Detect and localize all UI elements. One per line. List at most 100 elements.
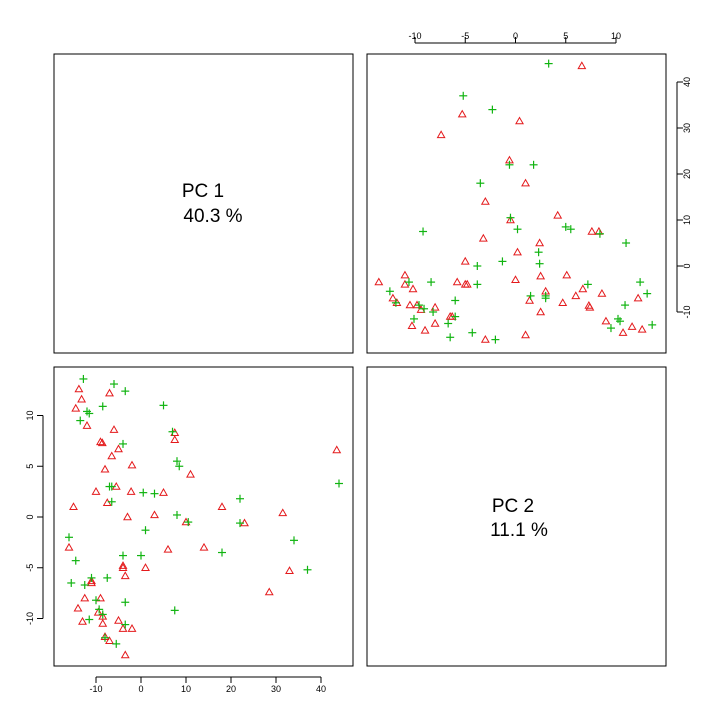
right-tick-label: -10 — [682, 305, 692, 318]
triangle-point — [150, 510, 159, 519]
plus-point — [648, 320, 657, 329]
plus-point — [420, 304, 429, 313]
plus-point — [85, 409, 94, 418]
right-axis-pc1: -10 0 10 20 30 40 — [676, 77, 692, 319]
triangle-point — [123, 512, 132, 521]
triangle-point — [93, 607, 103, 616]
plus-point — [544, 59, 553, 68]
triangle-point — [597, 288, 607, 297]
triangle-point — [74, 384, 84, 393]
triangle-point — [278, 508, 288, 517]
plus-point — [87, 573, 96, 582]
triangle-point — [96, 593, 105, 602]
triangle-point — [480, 334, 490, 343]
triangle-point — [141, 563, 150, 571]
triangle-point — [332, 445, 342, 454]
plus-point — [541, 291, 550, 300]
triangle-point — [118, 563, 128, 571]
plus-point — [473, 262, 482, 270]
top-tick-label: -10 — [408, 31, 421, 41]
plus-point — [137, 551, 145, 560]
pc2-variance: 11.1 % — [490, 520, 548, 541]
triangle-point — [163, 544, 173, 553]
plus-point — [92, 596, 100, 605]
triangle-point — [109, 425, 119, 433]
triangle-point — [553, 210, 563, 219]
plus-point — [119, 551, 127, 560]
plus-point — [139, 488, 148, 497]
triangle-point — [637, 324, 647, 333]
triangle-point — [100, 464, 110, 473]
bottom-tick-label: 30 — [271, 684, 281, 694]
plus-point — [427, 278, 436, 287]
bottom-tick-label: 20 — [226, 684, 236, 694]
top-tick-label: -5 — [461, 31, 469, 41]
triangle-point — [217, 502, 227, 511]
plus-point — [98, 610, 107, 619]
plus-point — [236, 494, 244, 503]
triangle-point — [558, 298, 568, 306]
triangle-point — [120, 571, 130, 580]
plus-point — [159, 401, 168, 410]
panel-pc1-vs-pc2-upper — [366, 53, 667, 354]
plus-point — [526, 291, 535, 300]
plus-point — [513, 225, 522, 234]
triangle-point — [436, 130, 446, 139]
bottom-tick-label: 10 — [181, 684, 191, 694]
triangle-point — [587, 226, 597, 235]
plus-point — [606, 324, 615, 333]
plus-point — [150, 489, 159, 498]
plus-point — [404, 278, 413, 287]
plus-point — [595, 229, 604, 238]
triangle-point — [633, 293, 643, 302]
triangle-point — [601, 316, 611, 325]
triangle-point — [91, 487, 101, 495]
triangle-point — [430, 302, 440, 311]
plus-point — [385, 287, 394, 296]
left-tick-label: -5 — [25, 564, 35, 572]
pc2-label: PC 2 — [492, 496, 534, 517]
bottom-tick-label: 40 — [316, 684, 326, 694]
triangle-point — [80, 593, 90, 602]
triangle-point — [105, 388, 114, 397]
triangle-point — [186, 469, 195, 478]
triangle-point — [627, 322, 637, 330]
plus-point — [107, 482, 116, 491]
plus-point — [290, 536, 298, 545]
left-tick-label: -10 — [25, 612, 35, 625]
triangle-point — [460, 256, 470, 265]
plus-point — [636, 278, 645, 287]
triangle-point — [69, 502, 78, 511]
triangle-point — [535, 238, 545, 247]
plus-point — [112, 639, 121, 648]
plus-point — [488, 105, 497, 114]
triangle-point — [521, 330, 531, 339]
plus-point — [110, 380, 118, 389]
top-tick-label: 5 — [563, 31, 568, 41]
triangle-point — [71, 403, 81, 412]
plus-point — [85, 615, 94, 624]
triangle-point — [127, 460, 137, 469]
triangle-point — [64, 542, 74, 551]
points-lower-panel — [64, 374, 343, 659]
pc1-label: PC 1 — [182, 181, 224, 202]
plus-point — [335, 479, 343, 488]
triangle-point — [114, 444, 123, 453]
bottom-axis-pc1: -10 0 10 20 30 40 — [89, 676, 326, 694]
triangle-point — [126, 487, 136, 495]
panel-pc2-vs-pc1-lower — [53, 366, 354, 667]
triangle-point — [87, 576, 96, 585]
plus-point — [534, 248, 543, 257]
plus-point — [170, 606, 179, 615]
plus-point — [184, 518, 193, 527]
right-tick-label: 30 — [682, 123, 692, 133]
triangle-point — [98, 611, 108, 620]
triangle-point — [521, 178, 531, 187]
plus-point — [95, 605, 104, 614]
triangle-point — [98, 618, 108, 627]
triangle-point — [97, 438, 107, 447]
triangle-point — [87, 578, 96, 587]
triangle-point — [96, 437, 105, 446]
triangle-point — [480, 196, 490, 205]
plus-point — [218, 548, 226, 557]
